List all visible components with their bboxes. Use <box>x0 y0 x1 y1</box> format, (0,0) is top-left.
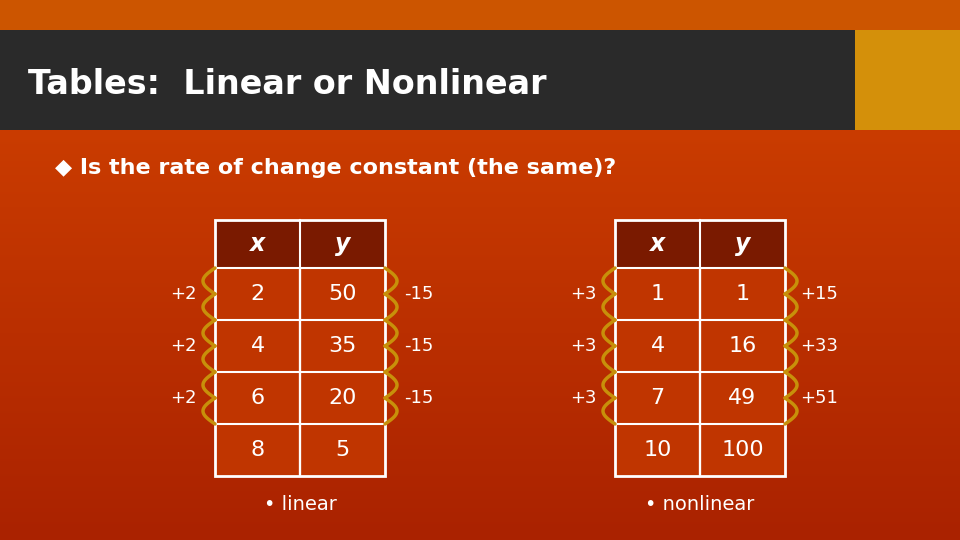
Bar <box>855 30 960 130</box>
Text: 4: 4 <box>251 336 265 356</box>
Bar <box>215 320 300 372</box>
Bar <box>700 372 785 424</box>
Text: 1: 1 <box>651 284 664 304</box>
Text: -15: -15 <box>404 337 434 355</box>
Text: x: x <box>250 232 265 256</box>
Text: +2: +2 <box>170 337 196 355</box>
Text: 6: 6 <box>251 388 265 408</box>
Bar <box>700 424 785 476</box>
Text: 7: 7 <box>651 388 664 408</box>
Text: • linear: • linear <box>264 495 336 514</box>
Text: 5: 5 <box>335 440 349 460</box>
Text: +51: +51 <box>800 389 838 407</box>
Bar <box>615 424 700 476</box>
Bar <box>215 372 300 424</box>
Text: +15: +15 <box>800 285 838 303</box>
Text: 100: 100 <box>721 440 764 460</box>
Bar <box>0 30 855 130</box>
Text: y: y <box>335 232 350 256</box>
Bar <box>300 372 385 424</box>
Bar <box>0 0 960 30</box>
Text: +3: +3 <box>569 389 596 407</box>
Text: 8: 8 <box>251 440 265 460</box>
Text: -15: -15 <box>404 389 434 407</box>
Text: Tables:  Linear or Nonlinear: Tables: Linear or Nonlinear <box>28 69 546 102</box>
Text: 4: 4 <box>651 336 664 356</box>
Text: +33: +33 <box>800 337 838 355</box>
Bar <box>215 268 300 320</box>
Text: +3: +3 <box>569 337 596 355</box>
Text: 20: 20 <box>328 388 357 408</box>
Bar <box>300 220 385 268</box>
Text: 1: 1 <box>735 284 750 304</box>
Bar <box>700 320 785 372</box>
Text: 49: 49 <box>729 388 756 408</box>
Bar <box>215 220 300 268</box>
Text: x: x <box>650 232 665 256</box>
Bar <box>300 320 385 372</box>
Text: 16: 16 <box>729 336 756 356</box>
Bar <box>700 220 785 268</box>
Text: 10: 10 <box>643 440 672 460</box>
Bar <box>215 220 385 476</box>
Text: 2: 2 <box>251 284 265 304</box>
Bar <box>300 268 385 320</box>
Text: y: y <box>734 232 750 256</box>
Text: • nonlinear: • nonlinear <box>645 495 755 514</box>
Text: +3: +3 <box>569 285 596 303</box>
Bar <box>215 424 300 476</box>
Bar <box>615 268 700 320</box>
Text: +2: +2 <box>170 285 196 303</box>
Bar <box>300 424 385 476</box>
Bar <box>615 320 700 372</box>
Text: 35: 35 <box>328 336 357 356</box>
Bar <box>700 268 785 320</box>
Text: ◆ Is the rate of change constant (the same)?: ◆ Is the rate of change constant (the sa… <box>55 158 616 178</box>
Bar <box>615 220 700 268</box>
Bar <box>615 372 700 424</box>
Text: 50: 50 <box>328 284 357 304</box>
Text: +2: +2 <box>170 389 196 407</box>
Text: -15: -15 <box>404 285 434 303</box>
Bar <box>615 220 785 476</box>
